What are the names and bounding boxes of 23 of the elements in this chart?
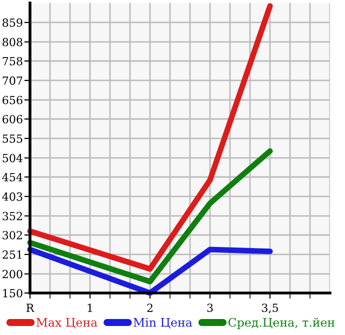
y-tick-label: 859 (2, 18, 22, 27)
y-tick-label: 454 (2, 172, 22, 182)
x-tick-label: 1 (88, 304, 92, 312)
y-tick-label: 758 (2, 56, 22, 66)
x-tick-label: R (26, 304, 34, 312)
y-tick-label: 504 (2, 154, 22, 162)
y-tick-label: 302 (2, 230, 22, 240)
y-tick-label: 707 (2, 76, 22, 85)
y-tick-label: 200 (2, 270, 22, 278)
y-tick-label: 251 (2, 250, 22, 259)
y-tick-label: 656 (2, 96, 22, 104)
legend-label: Max Цена (36, 318, 98, 328)
y-tick-label: 606 (2, 114, 22, 124)
y-tick-label: 808 (2, 38, 22, 46)
y-tick-label: 555 (2, 134, 22, 143)
legend-label: Min Цена (134, 318, 192, 328)
x-tick-label: 3 (207, 304, 213, 312)
x-tick-label: 2 (147, 304, 152, 312)
y-tick-label: 352 (2, 212, 22, 220)
y-tick-label: 403 (2, 192, 22, 201)
x-tick-label: 3,5 (262, 304, 278, 314)
y-tick-label: 150 (3, 288, 22, 298)
legend-label: Сред.Цена, т.йен (228, 318, 334, 330)
